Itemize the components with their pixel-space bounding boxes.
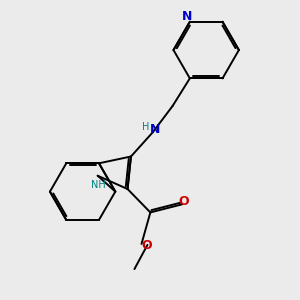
Text: NH: NH [91, 180, 106, 190]
Text: H: H [142, 122, 150, 132]
Text: O: O [179, 195, 189, 208]
Text: N: N [182, 10, 192, 23]
Text: O: O [141, 239, 152, 252]
Text: N: N [150, 123, 160, 136]
